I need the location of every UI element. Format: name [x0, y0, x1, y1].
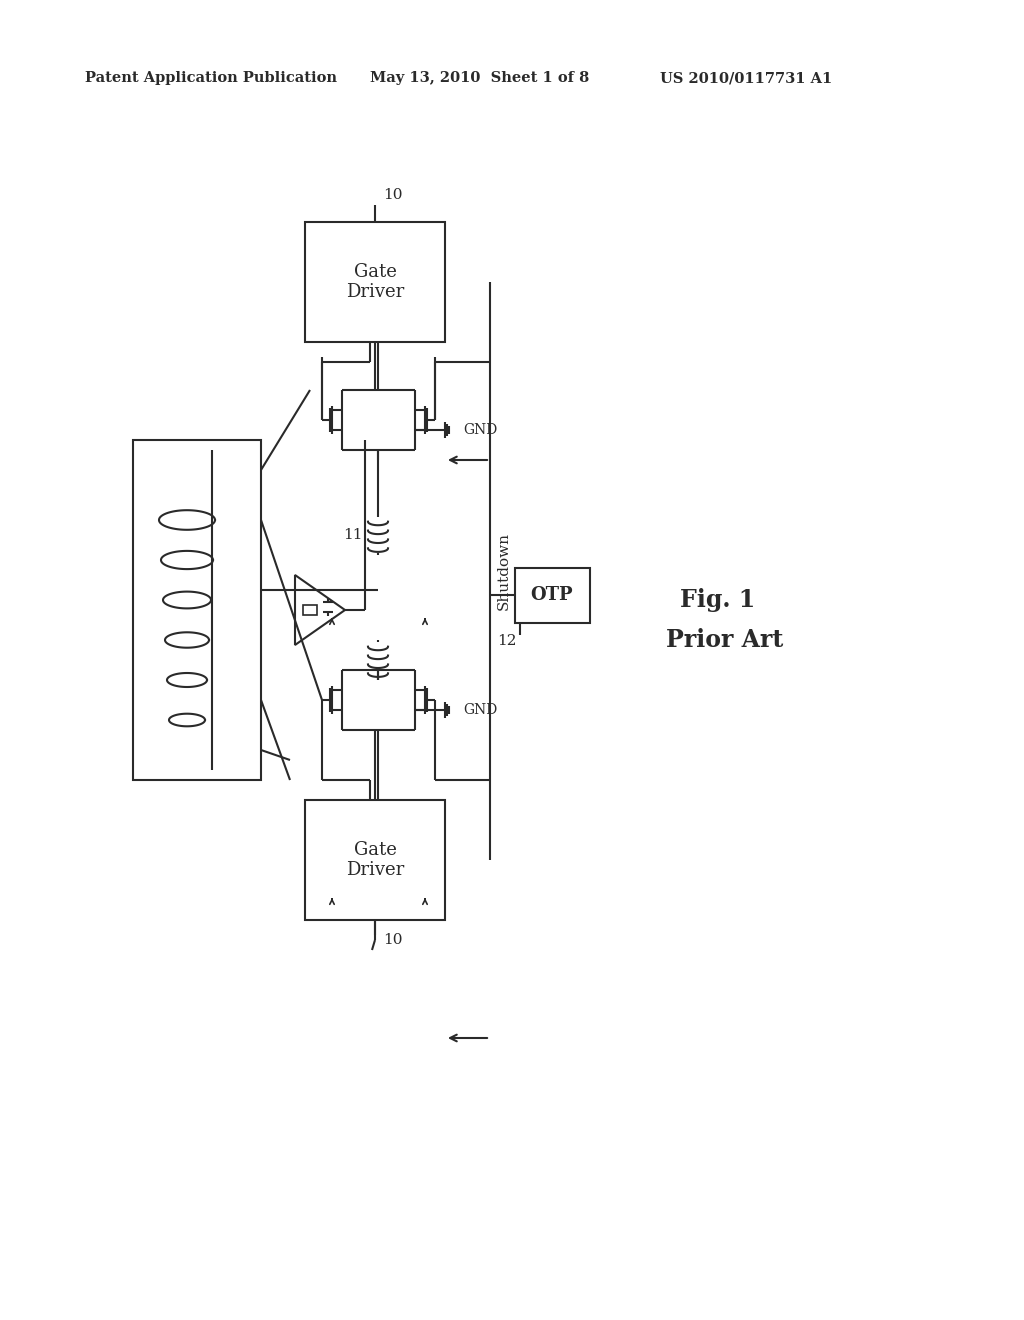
Bar: [305, 800, 445, 920]
Text: OTP: OTP: [530, 586, 573, 605]
Bar: [515, 568, 590, 623]
Text: Gate
Driver: Gate Driver: [346, 841, 404, 879]
Text: Patent Application Publication: Patent Application Publication: [85, 71, 337, 84]
Text: Prior Art: Prior Art: [666, 628, 783, 652]
Text: 10: 10: [383, 187, 402, 202]
Text: 10: 10: [383, 933, 402, 946]
Text: GND: GND: [463, 704, 498, 717]
Text: US 2010/0117731 A1: US 2010/0117731 A1: [660, 71, 833, 84]
Bar: [133, 440, 261, 780]
Text: Gate
Driver: Gate Driver: [346, 263, 404, 301]
Text: 12: 12: [497, 634, 516, 648]
Bar: [303, 605, 317, 615]
Text: May 13, 2010  Sheet 1 of 8: May 13, 2010 Sheet 1 of 8: [370, 71, 589, 84]
Bar: [305, 222, 445, 342]
Text: Shutdown: Shutdown: [497, 532, 511, 610]
Text: Fig. 1: Fig. 1: [680, 587, 756, 612]
Text: GND: GND: [463, 422, 498, 437]
Text: 11: 11: [343, 528, 362, 543]
